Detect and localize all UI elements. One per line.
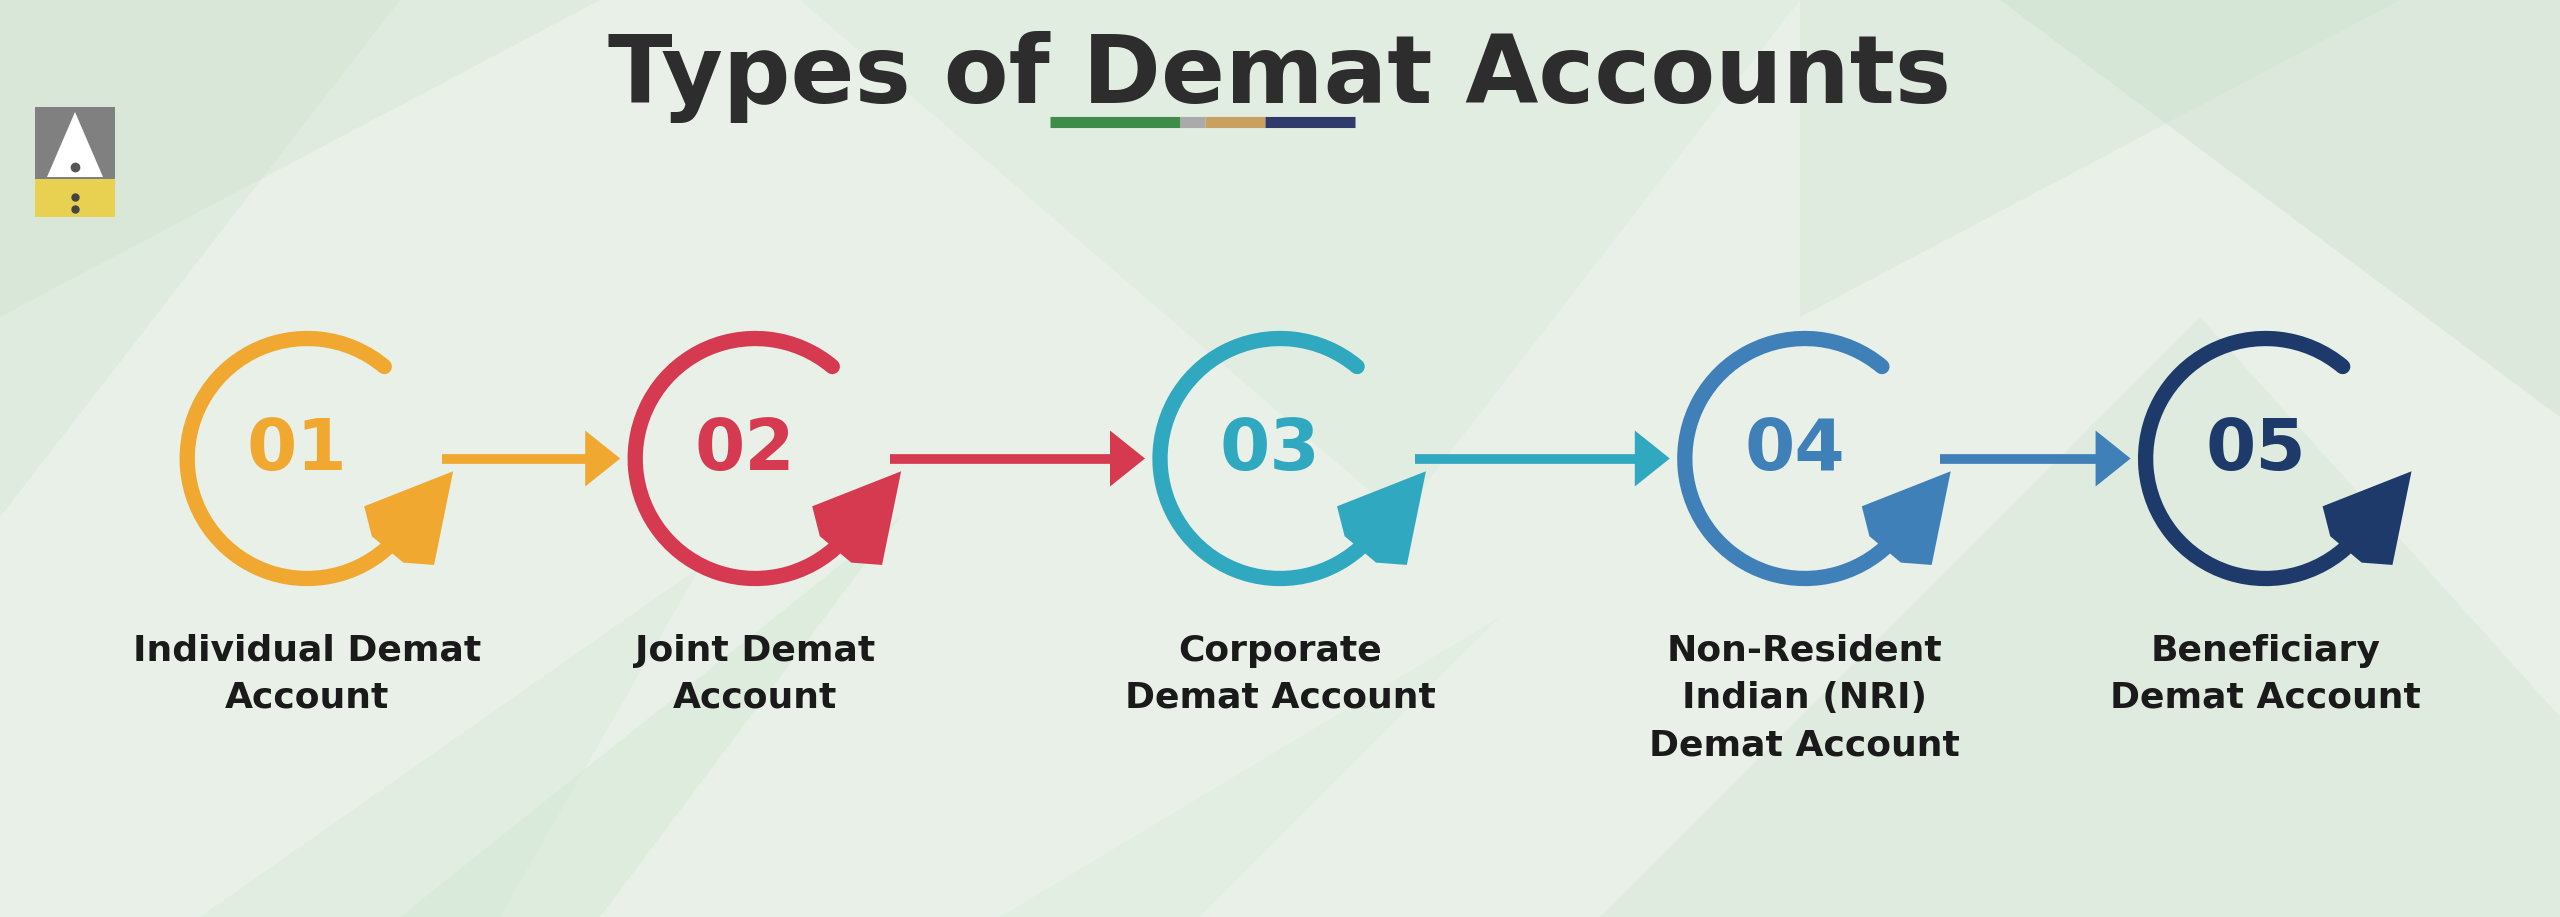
Text: Beneficiary
Demat Account: Beneficiary Demat Account xyxy=(2109,634,2422,715)
Text: Joint Demat
Account: Joint Demat Account xyxy=(635,634,876,715)
Text: Non-Resident
Indian (NRI)
Demat Account: Non-Resident Indian (NRI) Demat Account xyxy=(1649,634,1961,763)
Polygon shape xyxy=(812,471,901,565)
Text: 03: 03 xyxy=(1219,416,1321,485)
Polygon shape xyxy=(1001,617,1500,917)
FancyBboxPatch shape xyxy=(36,179,115,217)
Text: Individual Demat
Account: Individual Demat Account xyxy=(133,634,481,715)
Polygon shape xyxy=(1999,0,2560,417)
Text: 05: 05 xyxy=(2204,416,2307,485)
Polygon shape xyxy=(1336,471,1426,565)
Polygon shape xyxy=(200,567,699,917)
Polygon shape xyxy=(0,0,399,517)
Text: 01: 01 xyxy=(246,416,348,485)
Polygon shape xyxy=(2322,471,2412,565)
Text: Corporate
Demat Account: Corporate Demat Account xyxy=(1124,634,1436,715)
Polygon shape xyxy=(1800,0,2401,317)
Polygon shape xyxy=(2097,430,2130,487)
Polygon shape xyxy=(399,517,901,917)
Polygon shape xyxy=(1111,430,1144,487)
Polygon shape xyxy=(1600,317,2560,917)
Text: Types of Demat Accounts: Types of Demat Accounts xyxy=(609,31,1951,123)
Text: 02: 02 xyxy=(694,416,796,485)
Polygon shape xyxy=(586,430,620,487)
Polygon shape xyxy=(46,112,102,177)
Text: 04: 04 xyxy=(1743,416,1846,485)
Polygon shape xyxy=(0,0,599,317)
FancyBboxPatch shape xyxy=(36,107,115,182)
Polygon shape xyxy=(1636,430,1669,487)
Polygon shape xyxy=(799,0,1800,517)
Polygon shape xyxy=(1861,471,1951,565)
Polygon shape xyxy=(364,471,453,565)
